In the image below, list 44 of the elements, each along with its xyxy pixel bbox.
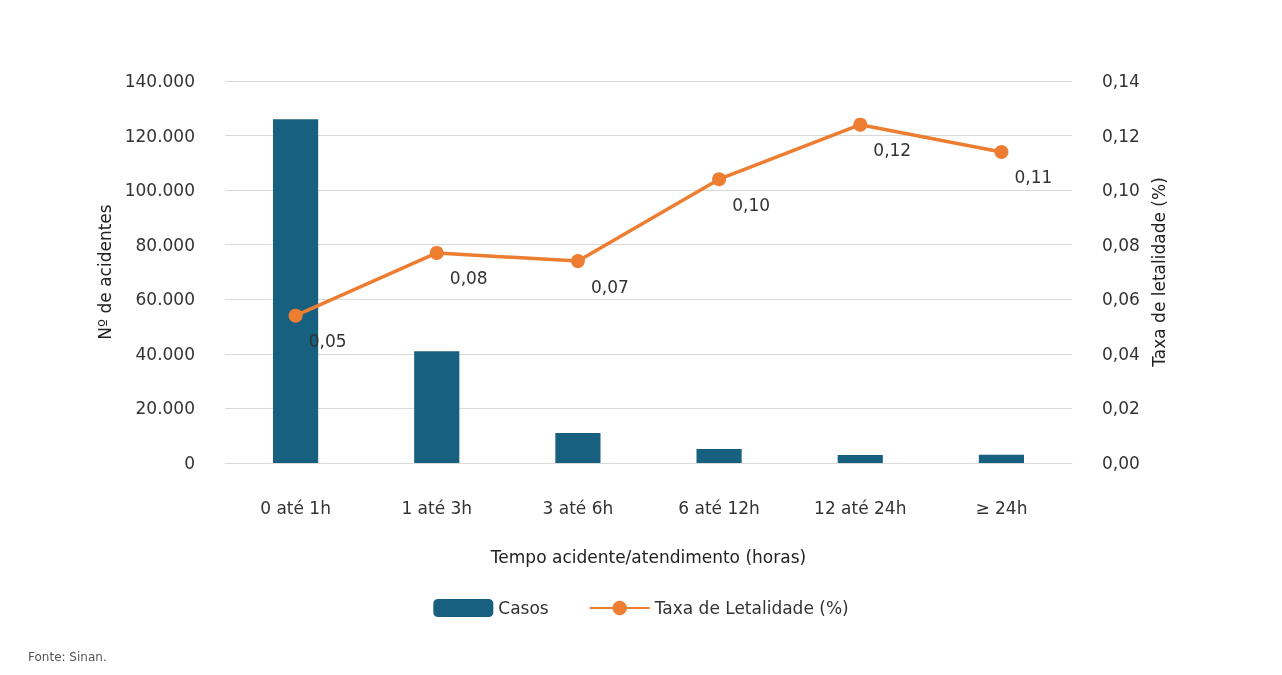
bar bbox=[414, 351, 460, 463]
legend-label: Casos bbox=[498, 598, 549, 618]
legend-label: Taxa de Letalidade (%) bbox=[653, 598, 849, 618]
point bbox=[853, 117, 868, 132]
data-label: 0,07 bbox=[590, 276, 629, 297]
point bbox=[712, 172, 727, 187]
bar bbox=[837, 455, 883, 463]
point bbox=[429, 245, 444, 260]
y-tick-label: 100.000 bbox=[124, 180, 195, 201]
bar bbox=[555, 432, 601, 463]
bar bbox=[696, 449, 742, 463]
y2-tick-label: 0,02 bbox=[1102, 398, 1140, 419]
y-tick-label: 60.000 bbox=[135, 289, 195, 310]
y2-axis-title: Taxa de letalidade (%) bbox=[1149, 177, 1170, 368]
y2-tick-label: 0,00 bbox=[1102, 453, 1140, 473]
x-tick-label: 12 até 24h bbox=[814, 497, 907, 518]
source-note: Fonte: Sinan. bbox=[28, 650, 107, 664]
y2-tick-label: 0,08 bbox=[1102, 234, 1140, 255]
x-tick-label: 3 até 6h bbox=[542, 497, 614, 518]
data-label: 0,11 bbox=[1014, 167, 1053, 188]
x-tick-label: 0 até 1h bbox=[260, 497, 331, 518]
y-tick-label: 140.000 bbox=[124, 71, 195, 91]
point bbox=[994, 144, 1009, 159]
y2-tick-label: 0,14 bbox=[1102, 71, 1140, 91]
data-label: 0,10 bbox=[732, 194, 771, 215]
bar bbox=[978, 454, 1024, 463]
x-axis-title: Tempo acidente/atendimento (horas) bbox=[489, 546, 807, 567]
y-tick-label: 40.000 bbox=[135, 343, 195, 364]
x-tick-label: ≥ 24h bbox=[975, 497, 1028, 518]
data-label: 0,12 bbox=[873, 140, 912, 161]
y2-tick-label: 0,04 bbox=[1102, 343, 1140, 364]
y-axis-title: Nº de acidentes bbox=[95, 204, 116, 340]
point bbox=[288, 308, 303, 323]
y2-tick-label: 0,12 bbox=[1102, 125, 1140, 146]
x-tick-label: 6 até 12h bbox=[678, 497, 760, 518]
y-tick-label: 120.000 bbox=[124, 125, 195, 146]
y-tick-label: 80.000 bbox=[135, 234, 195, 255]
y-tick-label: 20.000 bbox=[135, 398, 195, 419]
point bbox=[570, 254, 585, 269]
y-tick-label: 0 bbox=[184, 453, 195, 473]
data-label: 0,08 bbox=[449, 268, 488, 289]
y2-tick-label: 0,06 bbox=[1102, 289, 1140, 310]
x-tick-label: 1 até 3h bbox=[401, 497, 473, 518]
y2-tick-label: 0,10 bbox=[1102, 180, 1140, 201]
